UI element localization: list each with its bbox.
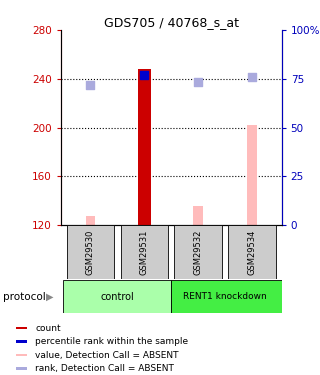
Point: [88, 82, 93, 88]
Text: rank, Detection Call = ABSENT: rank, Detection Call = ABSENT: [35, 364, 174, 373]
Point: [142, 72, 147, 78]
Text: ▶: ▶: [46, 292, 54, 302]
Bar: [16, 368, 27, 370]
Bar: [16, 327, 27, 329]
Bar: [193, 206, 203, 225]
Title: GDS705 / 40768_s_at: GDS705 / 40768_s_at: [104, 16, 239, 29]
Bar: [85, 216, 95, 225]
Bar: [67, 225, 114, 279]
Text: count: count: [35, 324, 61, 333]
Bar: [121, 225, 168, 279]
Bar: [247, 125, 257, 225]
Text: GSM29532: GSM29532: [194, 230, 203, 275]
Bar: [228, 225, 276, 279]
Text: value, Detection Call = ABSENT: value, Detection Call = ABSENT: [35, 351, 179, 360]
Bar: [171, 280, 282, 313]
Text: percentile rank within the sample: percentile rank within the sample: [35, 337, 188, 346]
Point: [196, 79, 201, 85]
Text: RENT1 knockdown: RENT1 knockdown: [183, 292, 267, 301]
Text: control: control: [100, 292, 134, 302]
Point: [249, 74, 254, 80]
Text: protocol: protocol: [3, 292, 46, 302]
Bar: [16, 340, 27, 343]
Text: GSM29534: GSM29534: [247, 230, 257, 275]
Text: GSM29530: GSM29530: [86, 230, 95, 275]
Bar: [138, 69, 151, 225]
Bar: [174, 225, 222, 279]
Bar: [63, 280, 171, 313]
Text: GSM29531: GSM29531: [140, 230, 149, 275]
Bar: [16, 354, 27, 356]
